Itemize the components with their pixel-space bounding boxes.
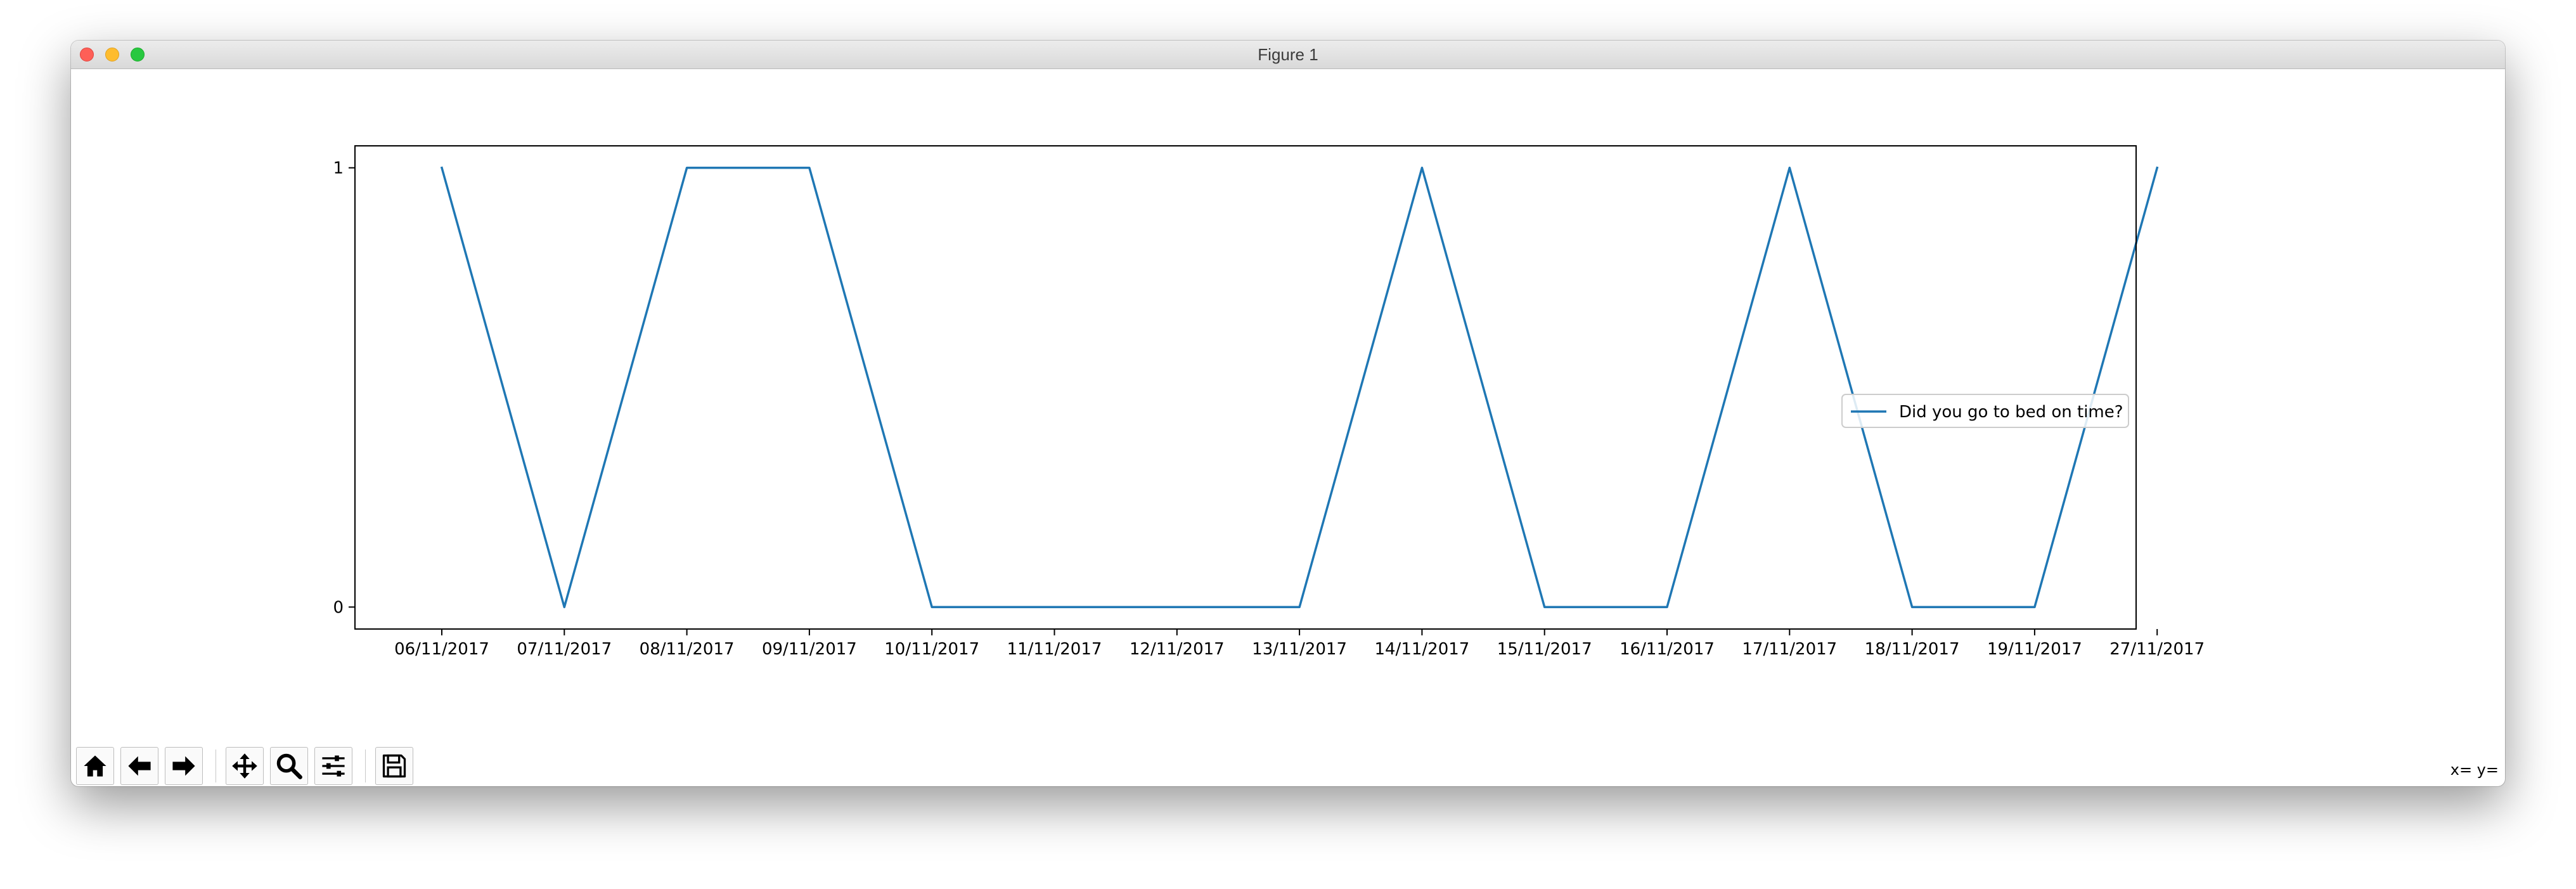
floppy-disk-icon: [382, 754, 406, 778]
sliders-icon: [322, 755, 345, 777]
close-window-button[interactable]: [80, 48, 94, 62]
x-tick-label: 07/11/2017: [517, 640, 612, 659]
x-tick-label: 09/11/2017: [762, 640, 857, 659]
x-tick-label: 08/11/2017: [640, 640, 735, 659]
figure-window: Figure 1 06/11/2017 07/11/2017 08/11/2017 0…: [71, 41, 2505, 786]
move-icon: [232, 753, 257, 779]
x-tick-label: 14/11/2017: [1374, 640, 1469, 659]
x-tick-label: 12/11/2017: [1130, 640, 1225, 659]
back-button[interactable]: [120, 747, 158, 785]
line-chart: 06/11/2017 07/11/2017 08/11/2017 09/11/2017…: [333, 145, 2205, 659]
cursor-coordinates: x= y=: [2450, 761, 2499, 779]
series-line: [440, 166, 2159, 609]
y-tick-label: 0: [333, 598, 344, 617]
x-tick-label: 18/11/2017: [1865, 640, 1960, 659]
legend-label: Did you go to bed on time?: [1899, 403, 2123, 422]
navigation-toolbar: x= y=: [71, 741, 2505, 786]
x-tick-label: 17/11/2017: [1742, 640, 1837, 659]
x-tick-label: 10/11/2017: [884, 640, 979, 659]
legend-box: [1841, 394, 2129, 428]
maximize-window-button[interactable]: [131, 48, 145, 62]
toolbar-separator: [365, 749, 366, 782]
home-button[interactable]: [76, 747, 114, 785]
x-tick-label: 06/11/2017: [394, 640, 489, 659]
arrow-left-icon: [128, 756, 151, 776]
x-tick-label: 15/11/2017: [1497, 640, 1592, 659]
home-icon: [84, 755, 106, 777]
window-title: Figure 1: [1258, 45, 1318, 64]
x-tick-label: 19/11/2017: [1987, 640, 2082, 659]
y-tick-label: 1: [333, 159, 344, 178]
magnifier-icon: [276, 753, 302, 779]
legend: Did you go to bed on time?: [1841, 394, 2129, 428]
subplots-button[interactable]: [314, 747, 352, 785]
x-tick-label: 13/11/2017: [1252, 640, 1347, 659]
forward-button[interactable]: [165, 747, 203, 785]
pan-button[interactable]: [226, 747, 264, 785]
axes-frame: [354, 145, 2137, 630]
figure-canvas[interactable]: 06/11/2017 07/11/2017 08/11/2017 09/11/2017…: [71, 68, 2505, 741]
x-tick-label: 11/11/2017: [1007, 640, 1102, 659]
x-tick-label: 27/11/2017: [2109, 640, 2205, 659]
title-bar: Figure 1: [71, 41, 2505, 69]
save-button[interactable]: [375, 747, 413, 785]
arrow-right-icon: [172, 756, 195, 776]
minimize-window-button[interactable]: [105, 48, 119, 62]
x-tick-label: 16/11/2017: [1620, 640, 1715, 659]
zoom-button[interactable]: [270, 747, 308, 785]
